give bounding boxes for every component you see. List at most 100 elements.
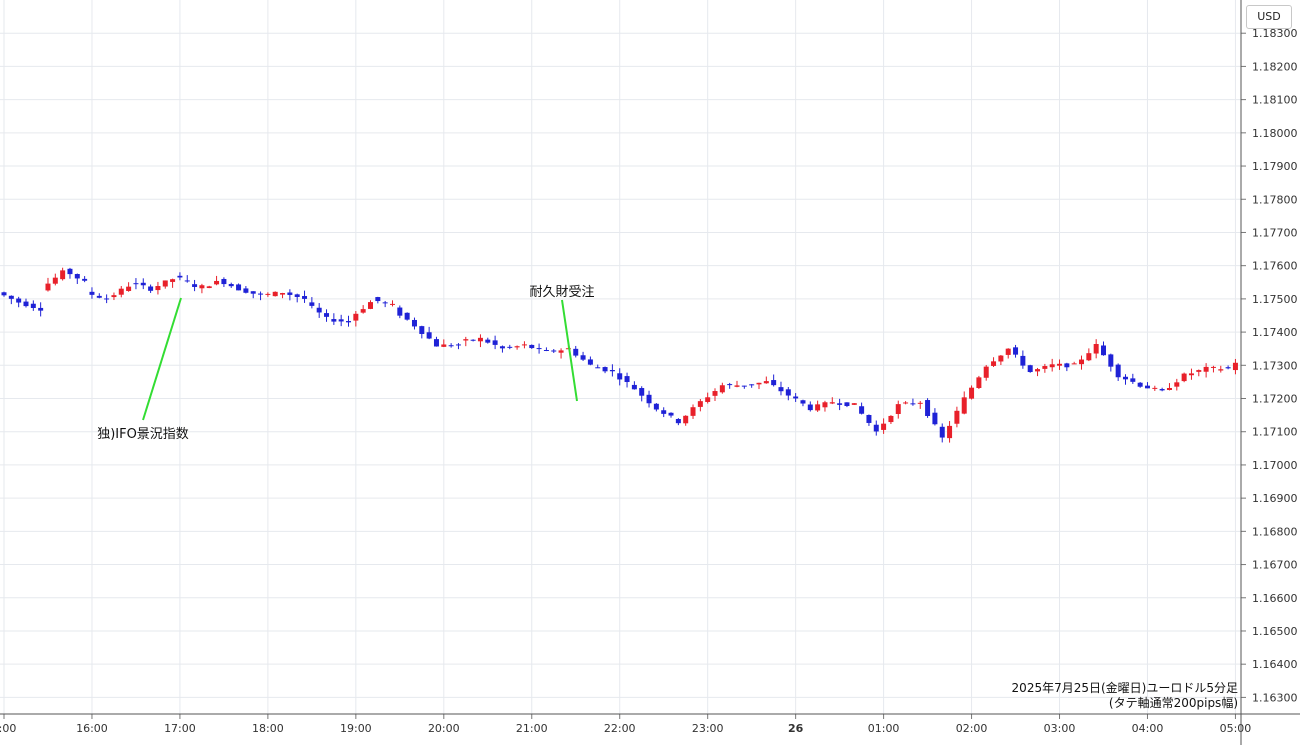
candle-body-down (624, 376, 630, 383)
y-tick-label: 1.18000 (1252, 127, 1298, 140)
candle-body-down (1, 292, 7, 296)
candle-body-down (499, 346, 505, 349)
candle-body-up (206, 286, 212, 289)
annotations: 独)IFO景況指数 耐久財受注 (97, 285, 594, 442)
candle-body-up (558, 350, 564, 353)
y-tick-label: 1.16800 (1252, 525, 1298, 538)
candle-body-up (199, 285, 205, 289)
candle-body-down (602, 367, 608, 372)
y-tick-label: 1.17100 (1252, 426, 1298, 439)
candle-body-down (668, 412, 674, 416)
candle-body-down (529, 344, 535, 349)
x-tick-label: 02:00 (956, 722, 988, 735)
candle-body-up (881, 423, 887, 430)
candle-body-down (617, 373, 623, 380)
candle-body-up (1049, 364, 1055, 368)
y-tick-label: 1.18100 (1252, 94, 1298, 107)
candle-body-down (67, 268, 73, 275)
candle-body-down (1159, 389, 1165, 391)
x-tick-label: 5:00 (0, 722, 16, 735)
grid-lines (0, 0, 1241, 714)
candle-body-up (111, 295, 117, 298)
candle-body-down (925, 400, 931, 416)
caption-line-1: 2025年7月25日(金曜日)ユーロドル5分足 (1011, 681, 1238, 695)
candle-body-up (521, 344, 527, 346)
candle-body-down (1064, 363, 1070, 368)
candle-body-up (60, 270, 66, 280)
candle-body-up (1042, 366, 1048, 369)
annotation-label: 耐久財受注 (529, 285, 594, 300)
x-tick-label: 01:00 (868, 722, 900, 735)
candle-body-down (331, 319, 337, 322)
candle-body-down (1137, 382, 1143, 387)
candle-body-up (360, 309, 366, 313)
currency-badge[interactable]: USD (1246, 5, 1292, 29)
candle-body-down (184, 280, 190, 282)
y-tick-label: 1.17300 (1252, 359, 1298, 372)
candle-body-down (16, 298, 22, 303)
candle-body-down (1225, 367, 1231, 369)
candle-body-down (1108, 354, 1114, 367)
candle-body-down (492, 340, 498, 345)
candle-body-up (1071, 363, 1077, 365)
candle-body-down (749, 384, 755, 386)
candle-body-down (653, 403, 659, 410)
candle-body-down (38, 307, 44, 311)
caption-line-2: (タテ軸通常200pips幅) (1108, 696, 1238, 710)
candle-body-down (1020, 355, 1026, 366)
candle-body-down (1130, 378, 1136, 382)
candle-body-up (1218, 369, 1224, 371)
candle-body-up (1093, 344, 1099, 354)
candle-body-up (690, 407, 696, 416)
candle-body-down (785, 389, 791, 396)
candle-body-down (133, 283, 139, 285)
chart-caption: 2025年7月25日(金曜日)ユーロドル5分足 (タテ軸通常200pips幅) (1012, 681, 1238, 711)
candle-body-down (250, 291, 256, 294)
candle-body-down (778, 387, 784, 392)
candle-body-up (851, 403, 857, 405)
candle-body-down (939, 426, 945, 438)
candle-body-up (734, 385, 740, 387)
candle-body-down (104, 298, 110, 300)
candle-body-down (595, 367, 601, 369)
y-tick-label: 1.18200 (1252, 60, 1298, 73)
candle-body-up (983, 366, 989, 378)
candle-body-up (389, 303, 395, 305)
candle-body-up (1057, 363, 1063, 366)
candle-body-down (932, 412, 938, 425)
candle-body-down (536, 348, 542, 350)
x-tick-label: 03:00 (1044, 722, 1076, 735)
candle-body-up (45, 283, 51, 291)
candle-body-down (1101, 345, 1106, 356)
candle-body-up (917, 402, 923, 404)
candle-body-down (573, 348, 579, 356)
candle-body-down (587, 359, 593, 365)
candle-body-down (302, 296, 308, 299)
candle-body-up (1152, 387, 1158, 389)
candle-body-down (1144, 385, 1150, 389)
y-tick-label: 1.16700 (1252, 559, 1298, 572)
candle-body-up (822, 402, 828, 408)
annotation-label: 独)IFO景況指数 (97, 427, 189, 442)
candle-body-up (52, 277, 58, 284)
candle-body-down (375, 297, 381, 302)
y-tick-label: 1.17400 (1252, 326, 1298, 339)
candle-body-up (719, 385, 725, 393)
candle-body-up (829, 402, 835, 404)
y-tick-label: 1.17800 (1252, 193, 1298, 206)
candle-body-down (741, 385, 747, 387)
candle-body-down (236, 284, 242, 291)
candle-body-up (947, 425, 953, 439)
y-tick-label: 1.17900 (1252, 160, 1298, 173)
candle-body-down (89, 291, 95, 295)
candle-body-up (756, 382, 762, 385)
candle-body-down (551, 350, 557, 352)
x-tick-label: 05:00 (1220, 722, 1252, 735)
candle-body-up (895, 404, 901, 414)
candle-body-up (969, 387, 975, 399)
x-tick-label: 20:00 (428, 722, 460, 735)
candle-body-down (455, 344, 461, 346)
candle-body-up (712, 391, 718, 396)
